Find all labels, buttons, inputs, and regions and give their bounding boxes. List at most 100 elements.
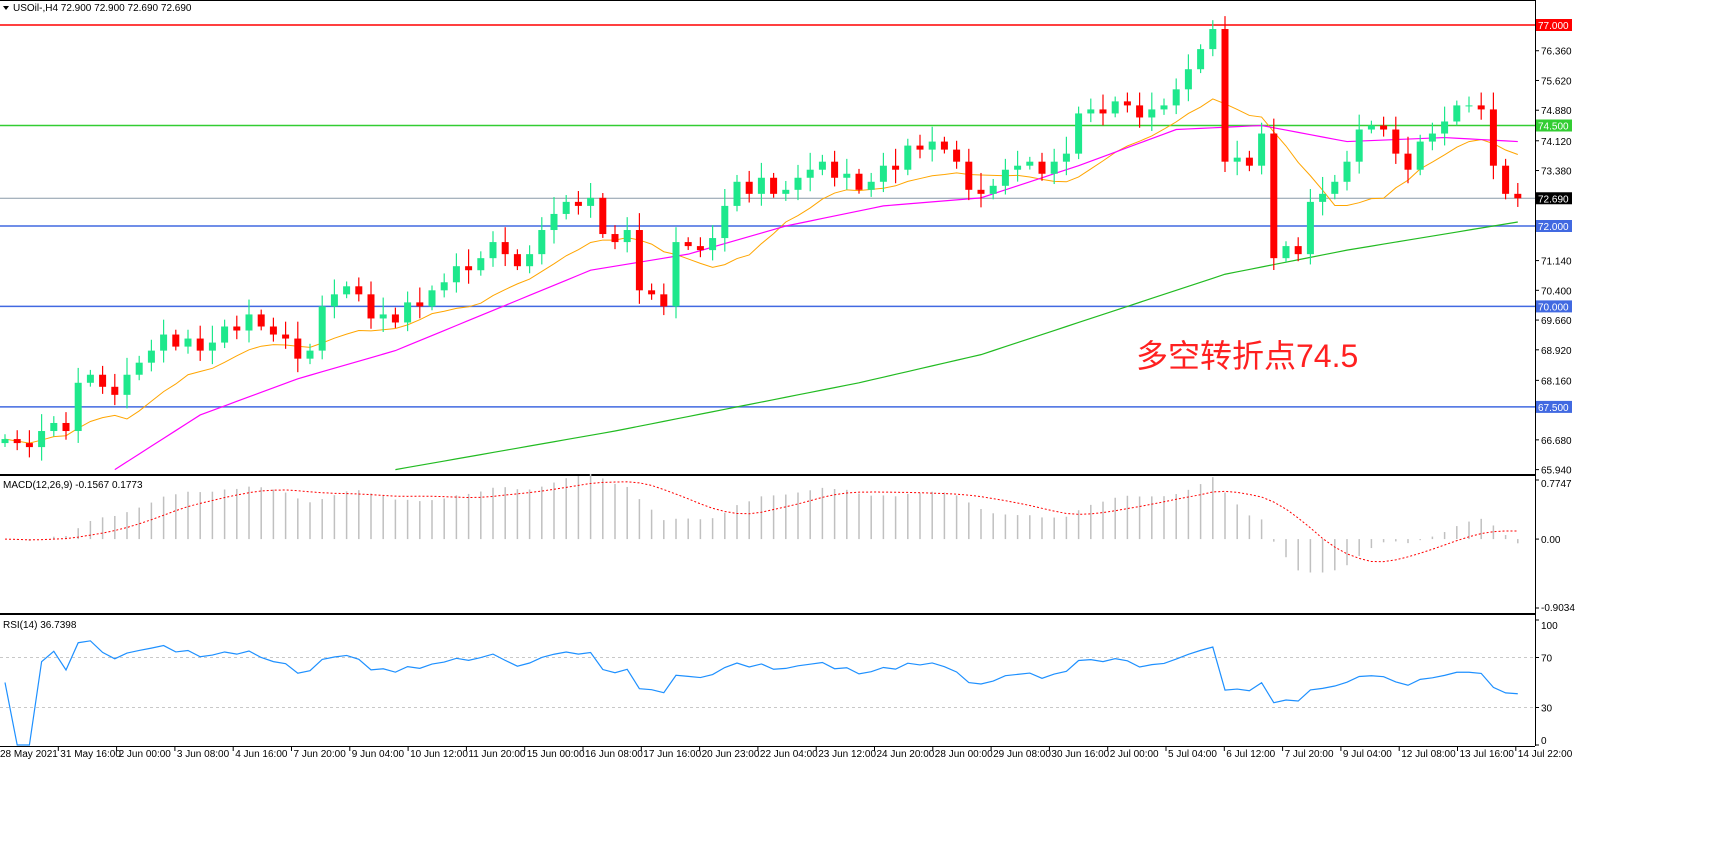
bull-candle — [404, 302, 412, 323]
bull-candle — [1282, 246, 1290, 259]
dropdown-triangle-icon[interactable] — [3, 6, 9, 10]
time-tick-label: 16 Jun 08:00 — [585, 749, 643, 760]
annotation-text: 多空转折点74.5 — [1136, 338, 1358, 374]
macd-tick-label: 0.00 — [1541, 535, 1561, 546]
price-tick-label: 69.660 — [1541, 316, 1572, 327]
time-tick-label: 28 Jun 00:00 — [935, 749, 993, 760]
bear-candle — [916, 145, 924, 150]
time-tick-label: 6 Jul 12:00 — [1226, 749, 1275, 760]
bull-candle — [489, 242, 497, 259]
bull-candle — [1355, 129, 1363, 162]
price-tick-label: 65.940 — [1541, 466, 1572, 477]
bull-candle — [1453, 105, 1461, 122]
bear-candle — [648, 290, 656, 295]
bear-candle — [1514, 193, 1522, 199]
time-tick-label: 4 Jun 16:00 — [235, 749, 288, 760]
bear-candle — [99, 374, 107, 387]
price-axis: 76.360 75.620 74.880 74.120 73.380 71.140 70.4… — [1535, 19, 1572, 477]
bear-candle — [257, 314, 265, 327]
level-price-label: 74.500 — [1538, 122, 1569, 133]
time-tick-label: 9 Jun 04:00 — [352, 749, 405, 760]
bull-candle — [379, 314, 387, 319]
bull-candle — [1087, 109, 1095, 114]
time-tick-label: 2 Jun 00:00 — [119, 749, 172, 760]
rsi-tick-label: 30 — [1541, 704, 1553, 715]
bear-candle — [953, 149, 961, 162]
macd-tick-label: -0.9034 — [1541, 603, 1575, 614]
bull-candle — [1062, 153, 1070, 162]
bear-candle — [635, 230, 643, 291]
time-tick-label: 9 Jul 04:00 — [1343, 749, 1392, 760]
bull-candle — [562, 201, 570, 214]
time-tick-label: 28 May 2021 — [0, 749, 58, 760]
level-price-label: 77.000 — [1538, 21, 1569, 32]
time-tick-label: 5 Jul 04:00 — [1168, 749, 1217, 760]
bear-candle — [684, 242, 692, 247]
candles — [1, 16, 1522, 461]
bull-candle — [1343, 161, 1351, 182]
bull-candle — [123, 374, 131, 395]
bull-candle — [160, 334, 168, 351]
level-price-tag — [1536, 192, 1572, 205]
bear-candle — [465, 266, 473, 271]
bull-candle — [1465, 105, 1473, 107]
bull-candle — [1160, 105, 1168, 110]
bull-candle — [879, 165, 887, 182]
bear-candle — [391, 314, 399, 323]
bull-candle — [74, 382, 82, 432]
bull-candle — [86, 374, 94, 383]
bear-candle — [367, 294, 375, 319]
horizontal-levels — [0, 24, 1535, 408]
time-tick-label: 23 Jun 12:00 — [818, 749, 876, 760]
price-tick-label: 66.680 — [1541, 436, 1572, 447]
bear-candle — [282, 334, 290, 339]
bull-candle — [587, 197, 595, 206]
bull-candle — [843, 173, 851, 178]
bull-candle — [440, 282, 448, 291]
level-price-label: 70.000 — [1538, 302, 1569, 313]
bear-candle — [660, 294, 668, 307]
level-price-tag — [1536, 19, 1572, 31]
bull-candle — [721, 205, 729, 239]
rsi-line — [4, 640, 1518, 746]
bull-candle — [794, 177, 802, 190]
rsi-tick-label: 70 — [1541, 654, 1553, 665]
bull-candle — [538, 230, 546, 255]
bull-candle — [806, 169, 814, 178]
bull-candle — [1172, 89, 1180, 106]
price-tick-label: 68.920 — [1541, 346, 1572, 357]
bear-candle — [233, 326, 241, 331]
bear-candle — [855, 173, 863, 190]
bull-candle — [221, 326, 229, 343]
bear-candle — [1270, 133, 1278, 259]
level-price-label: 72.690 — [1538, 194, 1569, 205]
bear-candle — [416, 302, 424, 307]
time-tick-label: 12 Jul 08:00 — [1401, 749, 1456, 760]
time-tick-label: 30 Jun 16:00 — [1051, 749, 1109, 760]
bull-candle — [208, 342, 216, 351]
bull-candle — [452, 266, 460, 283]
bull-candle — [1001, 169, 1009, 186]
time-tick-label: 20 Jun 23:00 — [702, 749, 760, 760]
bull-candle — [306, 350, 314, 359]
bear-candle — [940, 141, 948, 150]
time-tick-label: 2 Jul 00:00 — [1110, 749, 1159, 760]
bear-candle — [355, 286, 363, 295]
ma-mid-line — [114, 124, 1518, 471]
bear-candle — [25, 443, 33, 448]
bull-candle — [1209, 29, 1217, 50]
time-tick-label: 22 Jun 04:00 — [760, 749, 818, 760]
bull-candle — [1441, 121, 1449, 134]
bear-candle — [1404, 153, 1412, 170]
bear-candle — [696, 246, 704, 251]
bear-candle — [1477, 105, 1485, 110]
time-tick-label: 11 Jun 20:00 — [468, 749, 526, 760]
time-tick-label: 13 Jul 16:00 — [1460, 749, 1515, 760]
bull-candle — [50, 422, 58, 432]
rsi-tick-label: 100 — [1541, 621, 1558, 632]
price-tick-label: 75.620 — [1541, 76, 1572, 87]
bear-candle — [513, 254, 521, 267]
bull-candle — [989, 185, 997, 194]
level-price-tag — [1536, 220, 1572, 232]
